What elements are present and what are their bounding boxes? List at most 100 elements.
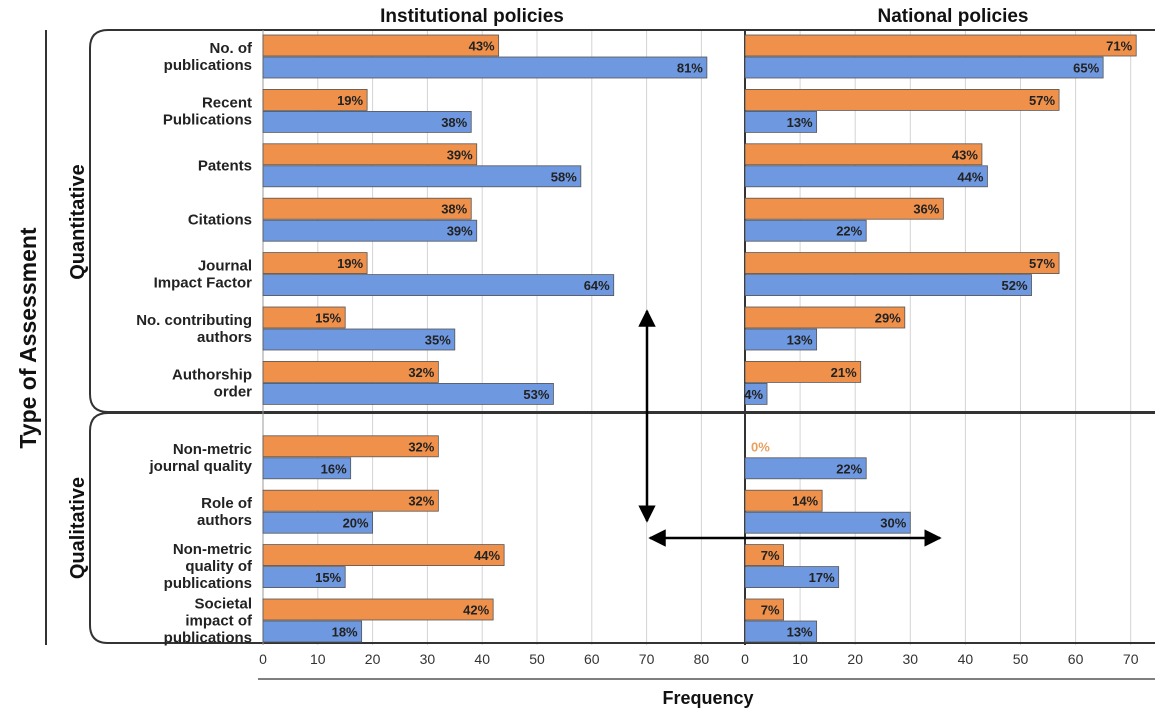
bar — [262, 197, 472, 220]
data-label: 81% — [677, 61, 703, 76]
category-label: Authorship — [172, 366, 252, 383]
category-label: Recent — [202, 94, 252, 111]
tick-label: 0 — [741, 651, 749, 667]
group-bracket — [89, 29, 1155, 413]
bar — [262, 566, 346, 588]
data-label: 52% — [1001, 278, 1027, 293]
category-label: Role of — [201, 495, 253, 512]
data-label: 13% — [787, 625, 813, 640]
data-label: 32% — [408, 494, 434, 509]
labels: 43%81%71%65%No. ofpublications19%38%57%1… — [15, 6, 1139, 708]
tick-label: 40 — [958, 651, 974, 667]
bar — [744, 360, 862, 383]
bar — [744, 252, 1060, 275]
bar — [262, 219, 478, 242]
tick-label: 70 — [639, 651, 655, 667]
data-label: 44% — [957, 169, 983, 184]
tick-label: 10 — [310, 651, 326, 667]
bar — [262, 306, 346, 329]
bar — [262, 620, 363, 643]
category-label: Non-metric — [173, 541, 252, 558]
data-label: 22% — [836, 224, 862, 239]
bar — [744, 457, 867, 480]
bar — [262, 111, 472, 133]
bar — [744, 89, 1060, 111]
category-label: journal quality — [148, 458, 252, 475]
category-label: Patents — [198, 157, 252, 174]
bar — [262, 511, 373, 534]
category-label: publications — [164, 630, 252, 647]
data-label: 16% — [321, 461, 347, 476]
tick-label: 10 — [792, 651, 808, 667]
bar — [744, 382, 768, 405]
bar — [262, 56, 708, 79]
data-label: 18% — [332, 625, 358, 640]
tick-label: 50 — [529, 651, 545, 667]
data-label: 4% — [744, 387, 763, 402]
annotation-arrows — [638, 309, 942, 547]
data-label: 38% — [441, 202, 467, 217]
data-label: 39% — [447, 224, 473, 239]
group-bracket — [89, 412, 1155, 644]
data-label: 65% — [1073, 61, 1099, 76]
data-label: 64% — [584, 278, 610, 293]
category-label: No. contributing — [136, 312, 252, 329]
bar — [262, 544, 505, 566]
tick-label: 30 — [903, 651, 919, 667]
data-label: 15% — [315, 311, 341, 326]
tick-label: 20 — [365, 651, 381, 667]
bar — [744, 219, 867, 242]
tick-label: 0 — [259, 651, 267, 667]
category-label: publications — [164, 57, 252, 74]
bar — [262, 165, 582, 188]
x-axis-label: Frequency — [662, 688, 753, 708]
data-label: 71% — [1106, 39, 1132, 54]
tick-label: 70 — [1123, 651, 1139, 667]
bar — [262, 457, 352, 480]
data-label: 44% — [474, 548, 500, 563]
bar — [744, 197, 944, 220]
tick-label: 60 — [584, 651, 600, 667]
data-label: 17% — [809, 570, 835, 585]
data-label: 32% — [408, 439, 434, 454]
bars — [262, 34, 1137, 643]
data-label: 42% — [463, 603, 489, 618]
bar — [262, 435, 439, 458]
bar — [744, 165, 988, 188]
bar — [744, 598, 784, 621]
y-axis-label: Type of Assessment — [15, 227, 41, 448]
category-label: Non-metric — [173, 441, 252, 458]
group-label-qualitative: Qualitative — [67, 477, 89, 579]
bar — [262, 274, 615, 297]
data-label: 39% — [447, 147, 473, 162]
bar — [262, 598, 494, 621]
data-label: 21% — [831, 365, 857, 380]
bar — [744, 620, 818, 643]
bar — [744, 143, 983, 166]
bar — [744, 111, 818, 133]
category-label: authors — [197, 329, 252, 346]
category-label: Publications — [163, 111, 252, 128]
data-label: 19% — [337, 256, 363, 271]
tick-label: 40 — [474, 651, 490, 667]
data-label: 36% — [913, 202, 939, 217]
tick-label: 50 — [1013, 651, 1029, 667]
bar — [744, 34, 1137, 57]
data-label: 7% — [761, 603, 780, 618]
category-label: Journal — [198, 258, 252, 275]
category-label: No. of — [210, 40, 253, 57]
bar — [262, 360, 439, 383]
group-label-quantitative: Quantitative — [67, 164, 89, 280]
tick-label: 60 — [1068, 651, 1084, 667]
data-label: 57% — [1029, 256, 1055, 271]
data-label: 32% — [408, 365, 434, 380]
panel-title-national: National policies — [878, 6, 1029, 27]
gridlines — [317, 30, 1132, 645]
tick-label: 80 — [694, 651, 710, 667]
data-label: 57% — [1029, 93, 1055, 108]
data-label: 0% — [751, 439, 770, 454]
bar — [744, 306, 906, 329]
tick-label: 20 — [847, 651, 863, 667]
category-label: quality of — [185, 558, 253, 575]
